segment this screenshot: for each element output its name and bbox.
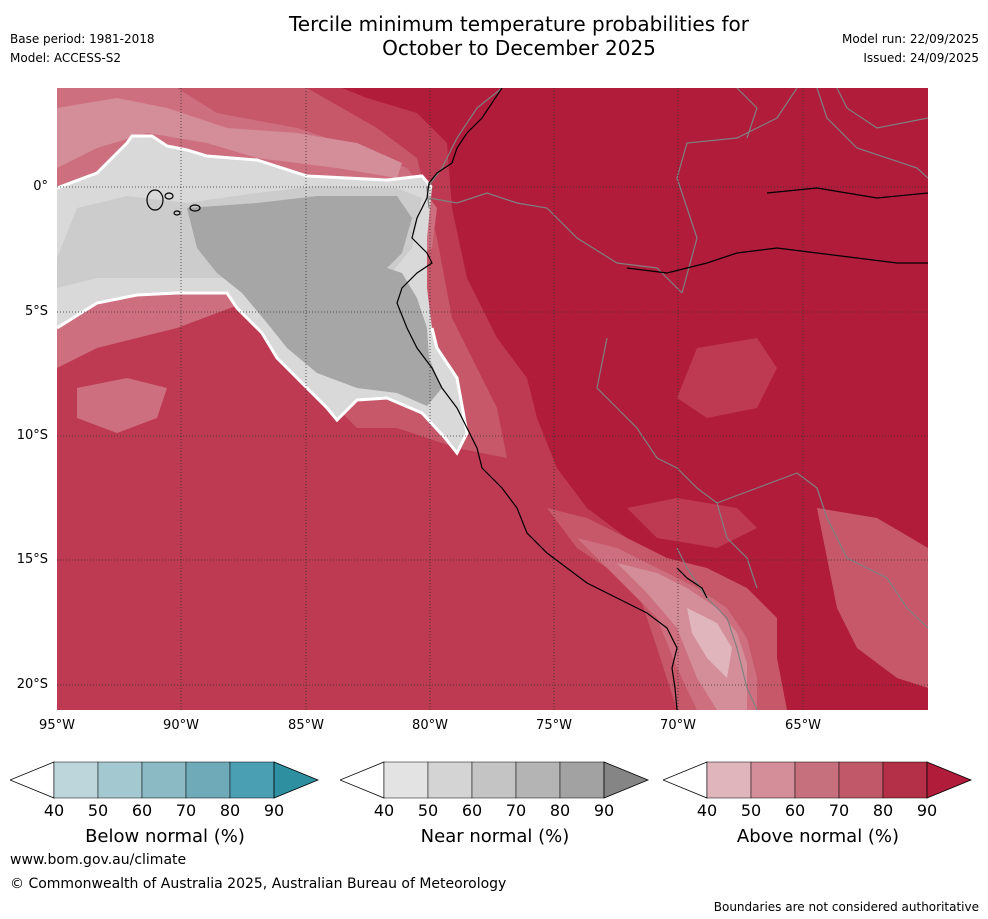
graticule bbox=[57, 88, 928, 710]
colorbar-below-tick: 70 bbox=[175, 801, 197, 820]
lon-label-75w: 75°W bbox=[536, 718, 572, 733]
country-borders bbox=[426, 88, 928, 710]
colorbar-above-label: Above normal (%) bbox=[736, 826, 900, 847]
colorbar-above-swatch bbox=[706, 761, 752, 799]
colorbar-below-tick: 50 bbox=[87, 801, 109, 820]
colorbar-near-tick: 90 bbox=[593, 801, 615, 820]
colorbar-near-swatch bbox=[471, 761, 517, 799]
lon-label-95w: 95°W bbox=[39, 718, 75, 733]
colorbar-above-swatch bbox=[882, 761, 928, 799]
colorbar-above-swatch bbox=[838, 761, 884, 799]
lat-label-0: 0° bbox=[33, 179, 48, 194]
title-line-2: October to December 2025 bbox=[382, 36, 656, 60]
lon-label-85w: 85°W bbox=[288, 718, 324, 733]
colorbar-above-tick: 40 bbox=[696, 801, 718, 820]
map-title: Tercile minimum temperature probabilitie… bbox=[0, 12, 988, 60]
model-text: Model: ACCESS-S2 bbox=[10, 51, 122, 65]
colorbar-above-tick: 50 bbox=[740, 801, 762, 820]
title-line-1: Tercile minimum temperature probabilitie… bbox=[288, 12, 750, 36]
above-40-altiplano bbox=[687, 608, 732, 678]
copyright-text: © Commonwealth of Australia 2025, Austra… bbox=[10, 876, 507, 892]
lat-label-20s: 20°S bbox=[16, 677, 48, 692]
colorbar-near-tick: 40 bbox=[373, 801, 395, 820]
colorbar-above-tick: 70 bbox=[828, 801, 850, 820]
near-normal-70-region bbox=[187, 196, 442, 406]
disclaimer-text: Boundaries are not considered authoritat… bbox=[713, 900, 979, 914]
colorbar-near-tick: 50 bbox=[417, 801, 439, 820]
above-60-south-blob bbox=[77, 378, 167, 433]
colorbar-near-swatches bbox=[340, 761, 650, 799]
colorbar-near-tick: 70 bbox=[505, 801, 527, 820]
colorbar-near-swatch bbox=[427, 761, 473, 799]
lon-label-90w: 90°W bbox=[163, 718, 199, 733]
lon-label-80w: 80°W bbox=[412, 718, 448, 733]
colorbar-above-swatch bbox=[750, 761, 796, 799]
probability-map bbox=[57, 88, 928, 710]
galapagos-islands bbox=[146, 189, 201, 216]
colorbar-below-tick: 80 bbox=[219, 801, 241, 820]
colorbar-near-swatch bbox=[559, 761, 605, 799]
colorbar-near-low-triangle bbox=[340, 761, 385, 799]
lon-label-70w: 70°W bbox=[660, 718, 696, 733]
colorbar-below-tick: 60 bbox=[131, 801, 153, 820]
colorbar-below-low-triangle bbox=[10, 761, 55, 799]
coastline bbox=[396, 88, 928, 710]
colorbar-below-swatch bbox=[97, 761, 143, 799]
colorbar-below-swatch bbox=[141, 761, 187, 799]
lat-label-15s: 15°S bbox=[16, 552, 48, 567]
lat-label-10s: 10°S bbox=[16, 428, 48, 443]
colorbar-near-tick: 80 bbox=[549, 801, 571, 820]
lon-label-65w: 65°W bbox=[785, 718, 821, 733]
above-80-east-zone bbox=[627, 338, 777, 548]
colorbar-below-label: Below normal (%) bbox=[85, 826, 245, 847]
colorbar-below-tick: 40 bbox=[43, 801, 65, 820]
colorbar-above-high-triangle bbox=[926, 761, 973, 799]
colorbar-above-tick: 60 bbox=[784, 801, 806, 820]
colorbar-below-swatches bbox=[10, 761, 320, 799]
colorbar-near-tick: 60 bbox=[461, 801, 483, 820]
colorbar-below-swatch bbox=[229, 761, 275, 799]
colorbar-near-label: Near normal (%) bbox=[420, 826, 570, 847]
model-run-text: Model run: 22/09/2025 bbox=[841, 32, 979, 46]
colorbar-near-high-triangle bbox=[603, 761, 650, 799]
issued-text: Issued: 24/09/2025 bbox=[863, 51, 979, 65]
colorbar-below-high-triangle bbox=[273, 761, 320, 799]
colorbar-near-swatch bbox=[515, 761, 561, 799]
colorbar-below-swatch bbox=[53, 761, 99, 799]
colorbar-above-tick: 90 bbox=[916, 801, 938, 820]
above-50-north-zone bbox=[57, 98, 402, 178]
lat-label-5s: 5°S bbox=[24, 304, 48, 319]
colorbar-below-tick: 90 bbox=[263, 801, 285, 820]
above-50-altiplano bbox=[617, 563, 747, 710]
colorbar-above-low-triangle bbox=[663, 761, 708, 799]
colorbar-below-swatch bbox=[185, 761, 231, 799]
base-period-text: Base period: 1981-2018 bbox=[10, 32, 155, 46]
colorbar-above-swatches bbox=[663, 761, 973, 799]
website-text: www.bom.gov.au/climate bbox=[10, 852, 187, 868]
colorbar-near-swatch bbox=[383, 761, 429, 799]
colorbar-above-swatch bbox=[794, 761, 840, 799]
colorbar-above-tick: 80 bbox=[872, 801, 894, 820]
